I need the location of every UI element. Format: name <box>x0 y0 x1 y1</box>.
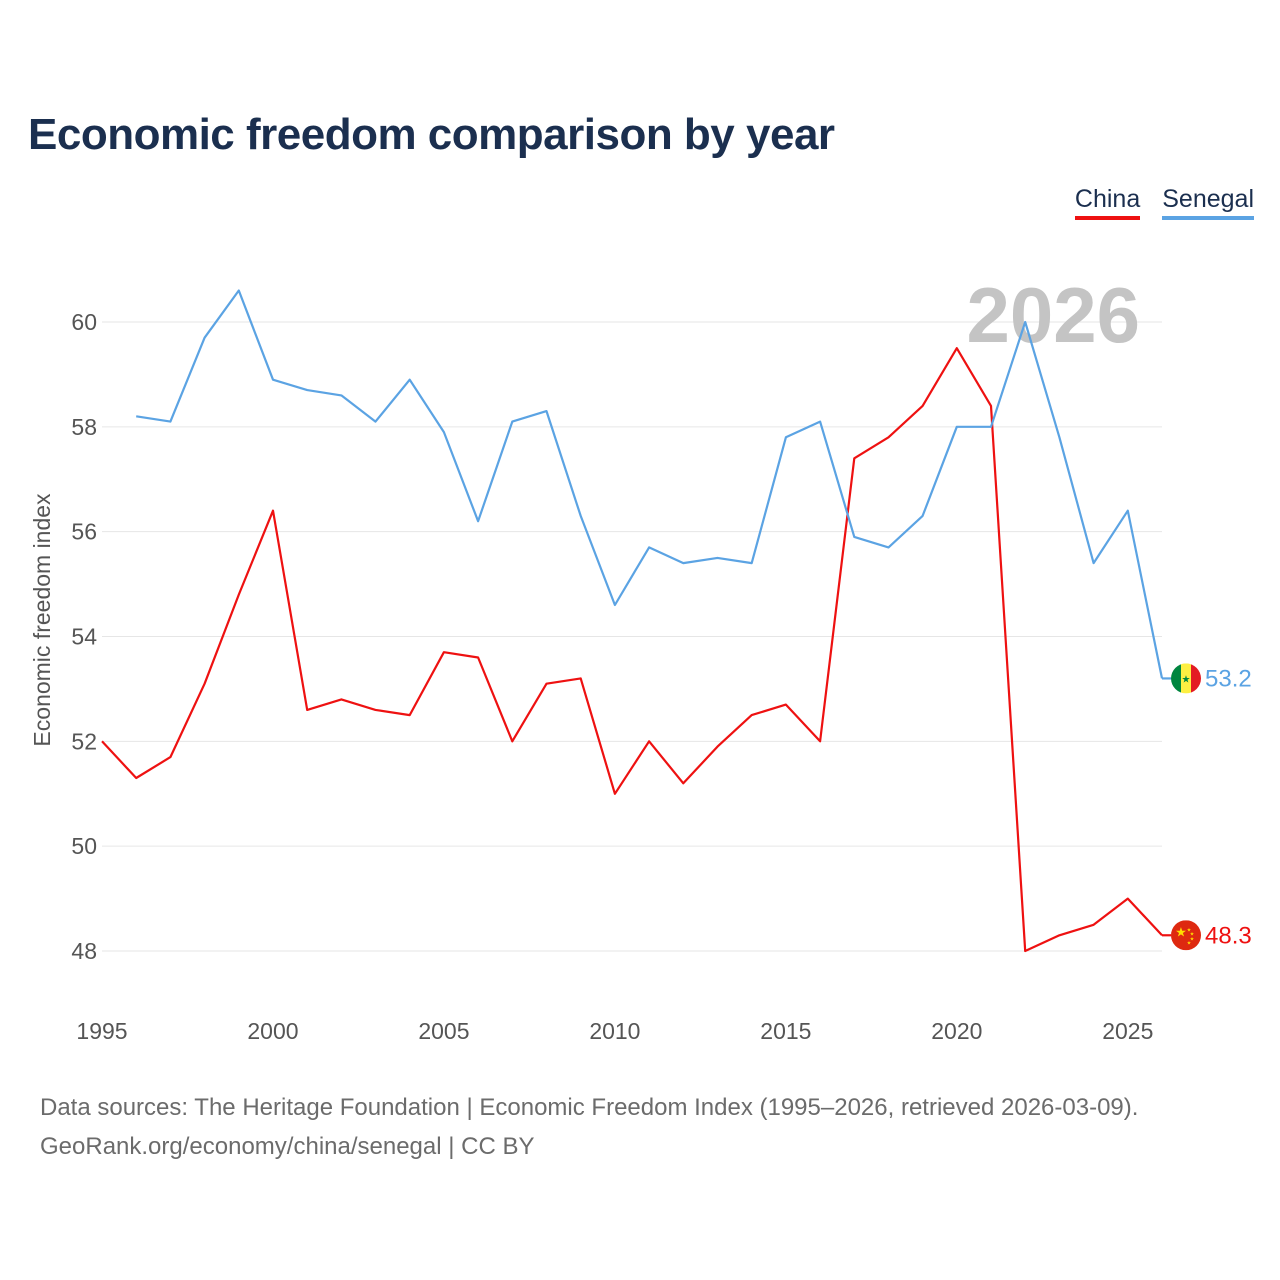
chart-title: Economic freedom comparison by year <box>28 110 835 159</box>
china-flag-icon: ★ ★★★★ <box>1171 920 1201 951</box>
svg-text:★: ★ <box>1187 927 1192 933</box>
svg-text:★: ★ <box>1187 940 1192 946</box>
x-tick-label: 2010 <box>589 1018 640 1044</box>
gridlines <box>102 321 1162 952</box>
svg-text:★: ★ <box>1190 931 1195 937</box>
end-markers: ★ ★★★★ 48.3★ 53.2 <box>1162 663 1252 951</box>
footer-credit[interactable]: GeoRank.org/economy/china/senegal | CC B… <box>40 1133 535 1160</box>
end-value-label-china: 48.3 <box>1205 922 1252 949</box>
footer: Data sources: The Heritage Foundation | … <box>40 1088 1138 1166</box>
senegal-flag-icon: ★ <box>1171 663 1201 694</box>
series-line-china[interactable] <box>101 347 1163 953</box>
y-tick-label: 52 <box>71 728 97 754</box>
svg-text:★: ★ <box>1182 674 1191 685</box>
legend: China Senegal <box>1074 184 1254 220</box>
y-tick-label: 56 <box>71 519 97 545</box>
svg-text:★: ★ <box>1190 936 1195 942</box>
y-tick-label: 54 <box>71 624 97 650</box>
footer-sources: Data sources: The Heritage Foundation | … <box>40 1094 1139 1121</box>
end-value-label-senegal: 53.2 <box>1205 665 1252 692</box>
x-tick-label: 2020 <box>931 1018 982 1044</box>
y-tick-label: 48 <box>71 938 97 964</box>
series-lines <box>101 289 1164 953</box>
x-tick-label: 1995 <box>76 1018 127 1044</box>
y-tick-label: 60 <box>71 309 97 335</box>
y-tick-label: 58 <box>71 414 97 440</box>
x-tick-label: 2000 <box>247 1018 298 1044</box>
y-tick-label: 50 <box>71 833 97 859</box>
y-axis-title: Economic freedom index <box>29 493 55 747</box>
x-axis-ticks: 1995 2000 2005 2010 2015 2020 2025 <box>76 1018 1153 1044</box>
x-tick-label: 2005 <box>418 1018 469 1044</box>
y-axis-ticks: 48 50 52 54 56 58 60 <box>71 309 97 964</box>
legend-item-china[interactable]: China <box>1074 184 1141 220</box>
year-watermark: 2026 <box>966 271 1140 359</box>
x-tick-label: 2015 <box>760 1018 811 1044</box>
x-tick-label: 2025 <box>1102 1018 1153 1044</box>
series-line-senegal[interactable] <box>136 289 1164 679</box>
svg-text:★: ★ <box>1175 925 1187 940</box>
legend-item-senegal[interactable]: Senegal <box>1162 184 1254 220</box>
